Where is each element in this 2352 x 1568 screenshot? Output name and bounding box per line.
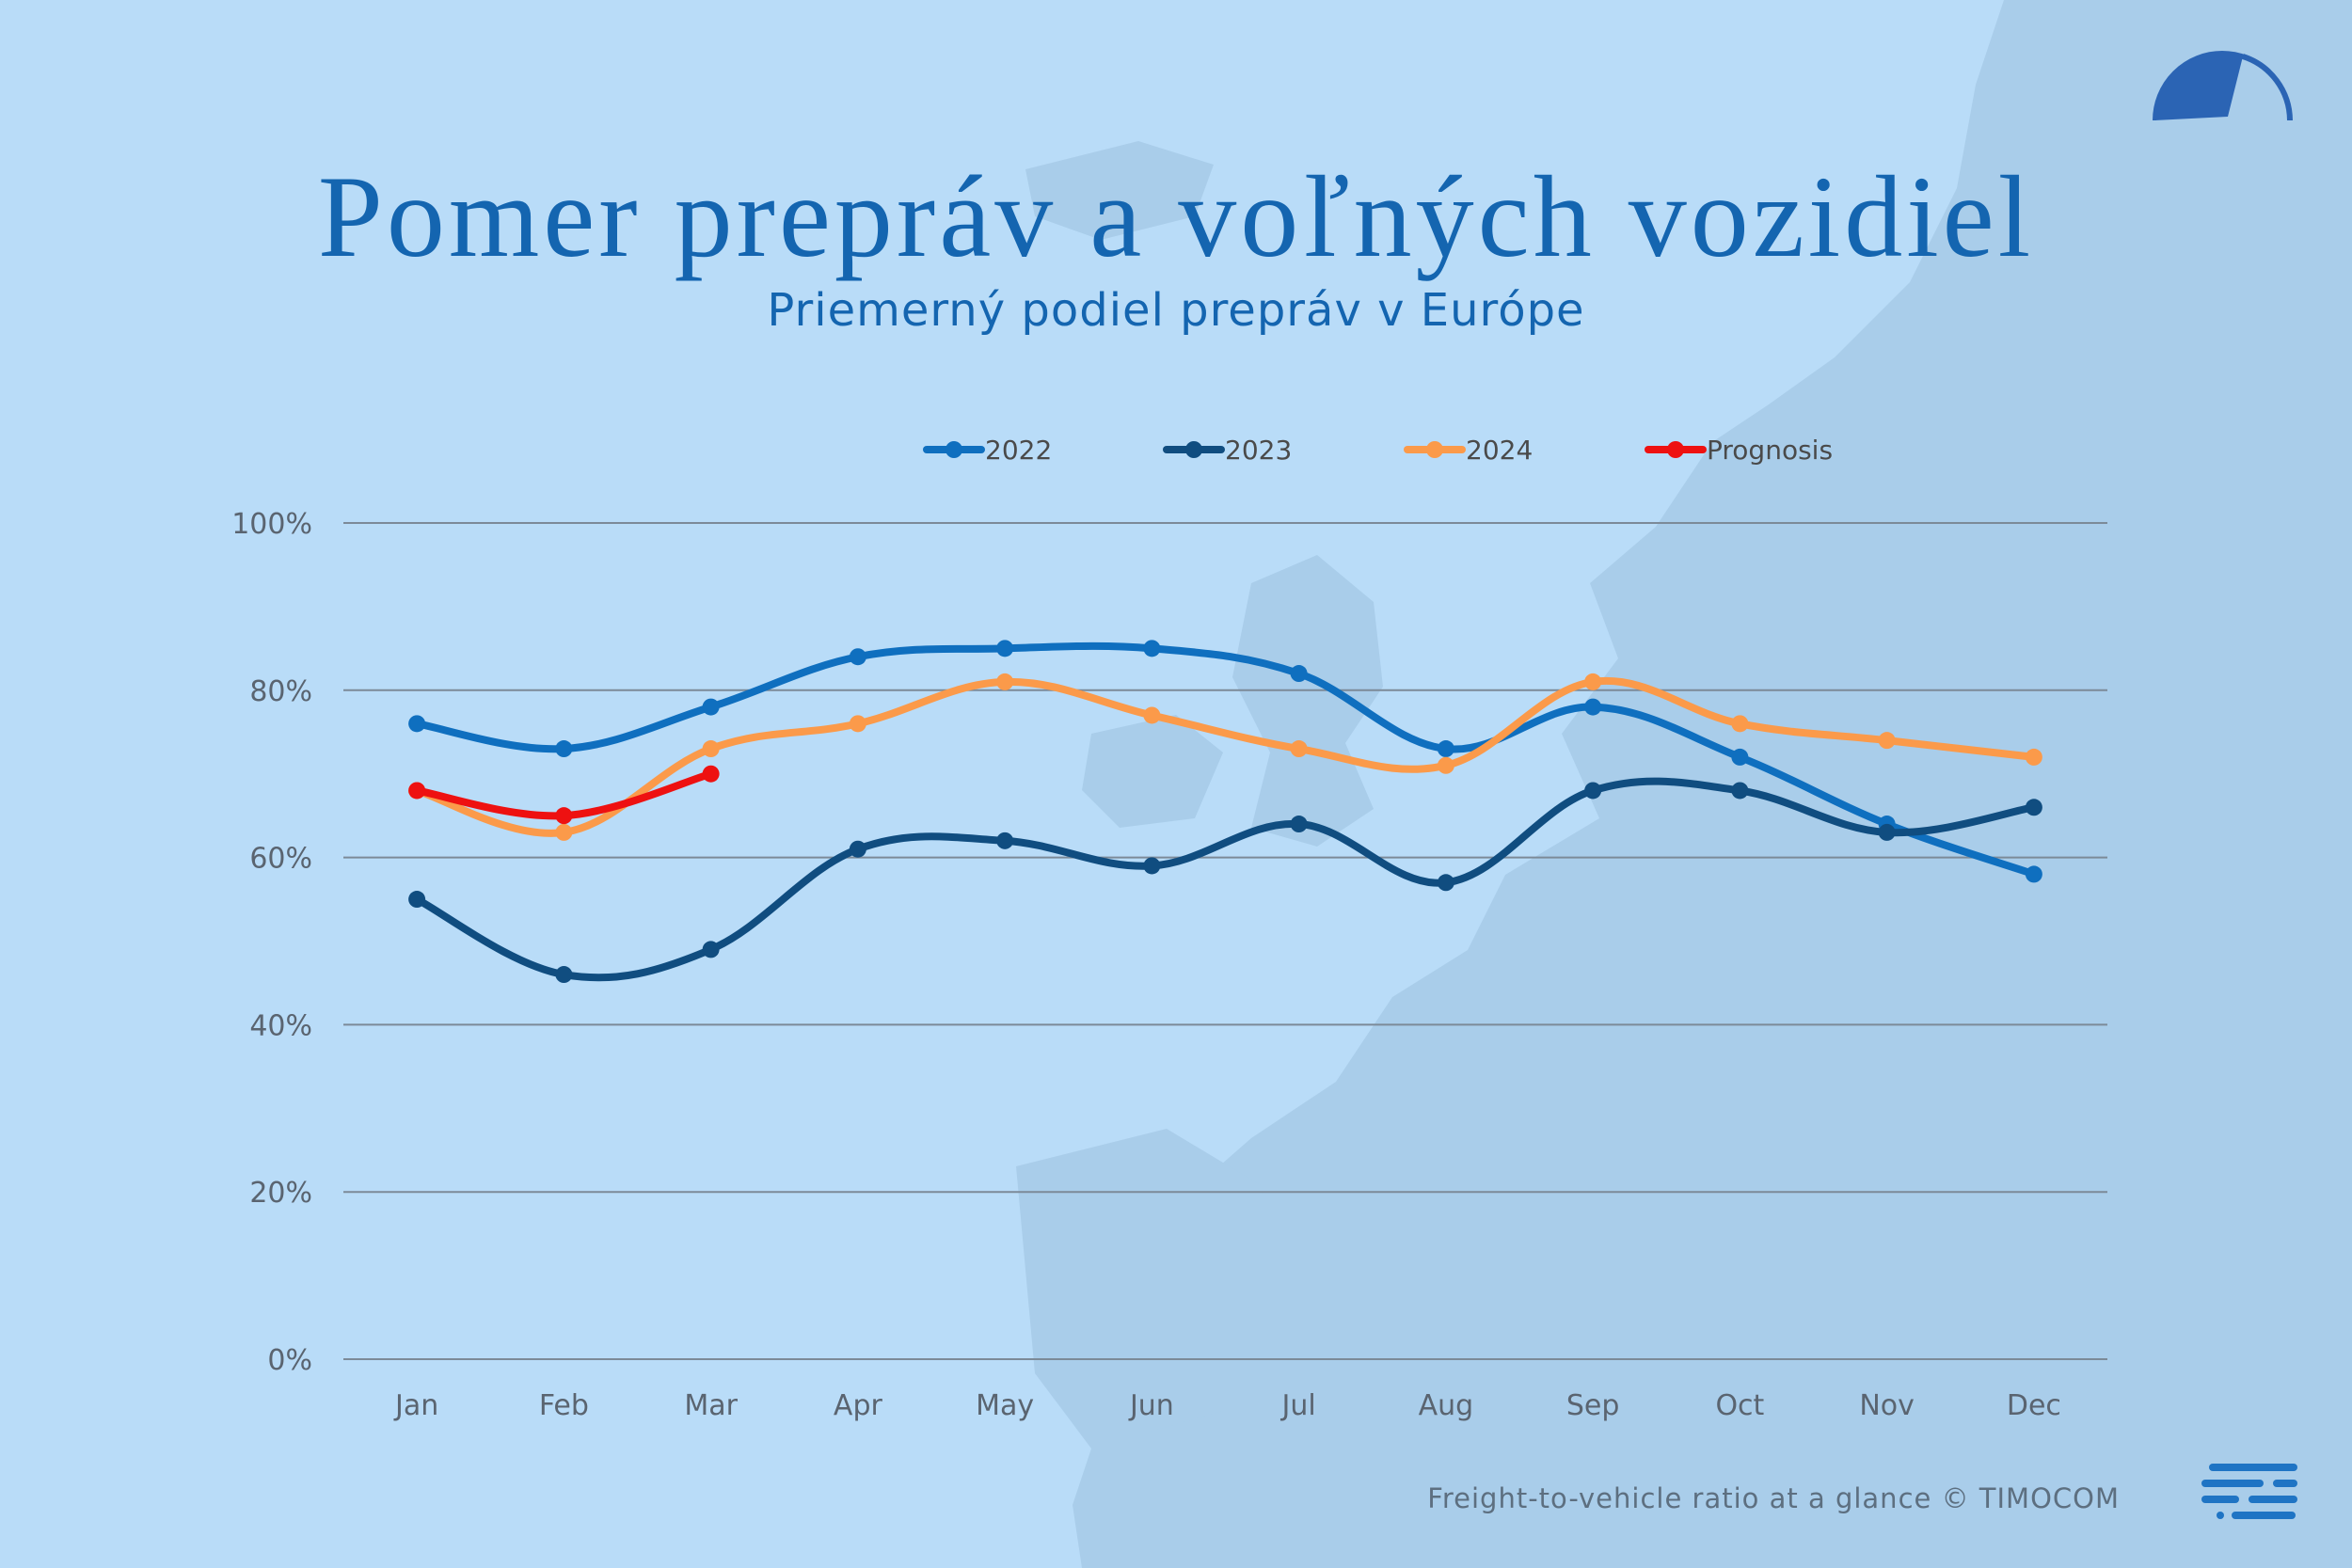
data-point [1731,715,1749,733]
x-tick-label: Feb [539,1389,589,1422]
legend-marker [1185,441,1202,458]
data-point [1584,782,1602,800]
series-2022 [408,640,2042,883]
x-tick-label: Jun [1128,1389,1174,1422]
data-point [996,673,1014,690]
x-tick-label: Aug [1419,1389,1474,1422]
x-tick-label: Jul [1280,1389,1316,1422]
y-tick-label: 40% [249,1009,312,1042]
x-tick-label: Nov [1859,1389,1915,1422]
footer-caption: Freight-to-vehicle ratio at a glance © T… [1427,1482,2120,1514]
y-tick-label: 0% [267,1344,312,1377]
series-line [413,676,2038,837]
data-point [702,765,720,783]
data-point [408,891,426,909]
data-point [1731,748,1749,766]
data-point [849,715,866,733]
data-point [1143,706,1161,724]
legend-marker [1426,441,1443,458]
data-point [1731,782,1749,800]
data-point [2025,799,2042,816]
data-point [996,832,1014,849]
page-title: Pomer prepráv a voľných vozidiel [317,152,2035,281]
data-point [849,840,866,858]
legend-item-2022: 2022 [923,435,1052,466]
x-axis: Jan Feb Mar Apr May Jun Jul Aug Sep Oct Nov Dec [393,1389,2061,1422]
chart-grid [343,522,2107,1360]
x-tick-label: Jan [393,1389,438,1422]
data-point [1584,698,1602,716]
data-point [1290,816,1308,833]
legend-label: 2024 [1466,435,1533,466]
data-point [1290,665,1308,683]
data-point [555,823,573,841]
x-tick-label: Dec [2007,1389,2061,1422]
legend-label: Prognosis [1707,435,1833,466]
data-point [1584,673,1602,690]
data-point [1143,857,1161,875]
x-tick-label: Oct [1715,1389,1764,1422]
series-line [413,777,2038,982]
chart-series [408,640,2042,984]
data-point [702,698,720,716]
data-point [2025,748,2042,766]
data-point [1143,640,1161,657]
gauge-logo-icon [2153,51,2293,121]
data-point [2025,865,2042,883]
page-subtitle: Priemerný podiel prepráv v Európe [767,284,1585,337]
data-point [408,782,426,800]
data-point [408,715,426,733]
legend-item-2024: 2024 [1404,435,1533,466]
legend-item-prognosis: Prognosis [1645,435,1833,466]
data-point [1437,740,1454,758]
x-tick-label: Mar [684,1389,738,1422]
data-point [702,941,720,958]
series-line [413,641,2038,879]
y-tick-label: 80% [249,675,312,708]
data-point [555,807,573,825]
x-tick-label: Sep [1566,1389,1620,1422]
data-point [996,640,1014,657]
data-point [849,648,866,666]
legend-item-2023: 2023 [1163,435,1292,466]
data-point [1437,756,1454,774]
data-point [1290,740,1308,758]
y-tick-label: 20% [249,1177,312,1210]
y-tick-label: 100% [231,508,312,541]
data-point [1878,823,1896,841]
data-point [555,966,573,984]
y-axis: 0% 20% 40% 60% 80% 100% [231,508,312,1377]
series-prognosis [408,765,720,825]
data-point [1437,874,1454,892]
y-tick-label: 60% [249,843,312,876]
legend-marker [1667,441,1684,458]
x-tick-label: Apr [834,1389,883,1422]
x-tick-label: May [976,1389,1034,1422]
legend-marker [946,441,962,458]
legend-label: 2023 [1225,435,1292,466]
data-point [555,740,573,758]
series-2023 [408,777,2042,984]
legend-label: 2022 [985,435,1052,466]
timocom-logo-icon [2201,1464,2297,1519]
series-2024 [408,673,2042,841]
data-point [702,740,720,758]
chart-legend: 2022 2023 2024 Prognosis [923,435,1833,466]
data-point [1878,732,1896,750]
